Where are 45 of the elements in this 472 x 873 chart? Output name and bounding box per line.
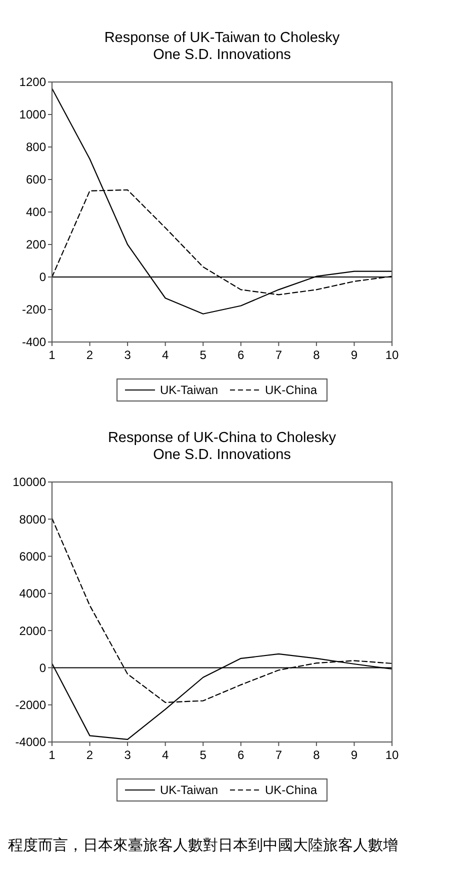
x-tick-label: 10 — [385, 348, 399, 362]
y-tick-label: 800 — [26, 140, 46, 154]
x-tick-label: 1 — [48, 748, 56, 762]
line-series — [51, 88, 393, 314]
y-tick-label: 8000 — [19, 512, 46, 526]
legend-label: UK-Taiwan — [160, 783, 218, 798]
y-tick-label: 4000 — [19, 586, 46, 601]
x-tick-label: 4 — [162, 748, 169, 762]
chart-title: Response of UK-China to Cholesky One S.D. Innovations — [108, 430, 337, 463]
y-tick-label: 6000 — [19, 549, 46, 564]
y-tick-label: 600 — [26, 172, 46, 187]
chart-title: Response of UK-Taiwan to Cholesky One S.D. Innovations — [104, 30, 340, 63]
x-tick-label: 8 — [313, 748, 320, 762]
x-tick-label: 9 — [350, 748, 358, 762]
x-tick-label: 6 — [238, 348, 245, 362]
x-tick-label: 10 — [385, 748, 399, 762]
x-tick-label: 3 — [124, 748, 132, 762]
y-tick-label: 400 — [26, 205, 46, 220]
legend-label: UK-China — [265, 383, 318, 398]
x-tick-label: 2 — [86, 348, 94, 362]
legend-label: UK-China — [265, 783, 318, 798]
x-tick-label: 6 — [238, 748, 245, 762]
x-tick-label: 7 — [275, 748, 282, 762]
y-tick-label: 0 — [39, 660, 46, 675]
y-tick-label: 0 — [39, 270, 46, 284]
x-tick-label: 8 — [313, 348, 320, 362]
x-tick-label: 3 — [124, 348, 132, 362]
x-tick-label: 2 — [86, 748, 94, 762]
x-tick-label: 5 — [200, 348, 207, 362]
y-tick-label: 2000 — [19, 624, 46, 638]
y-tick-label: -4000 — [15, 735, 46, 750]
x-tick-label: 4 — [162, 348, 169, 362]
y-tick-label: -200 — [22, 302, 46, 317]
x-tick-label: 5 — [200, 748, 207, 762]
y-tick-label: 10000 — [12, 475, 46, 490]
text: 程度而言，日本來臺旅客人數對日本到中國大陸旅客人數增 — [8, 837, 398, 854]
x-tick-label: 9 — [350, 348, 358, 362]
y-tick-label: 200 — [26, 238, 46, 252]
x-tick-label: 7 — [275, 348, 282, 362]
legend-label: UK-Taiwan — [160, 383, 218, 398]
y-tick-label: 1000 — [19, 108, 46, 122]
y-tick-label: -2000 — [15, 698, 46, 712]
y-tick-label: -400 — [22, 335, 46, 350]
x-tick-label: 1 — [48, 348, 56, 362]
y-tick-label: 1200 — [19, 75, 46, 90]
